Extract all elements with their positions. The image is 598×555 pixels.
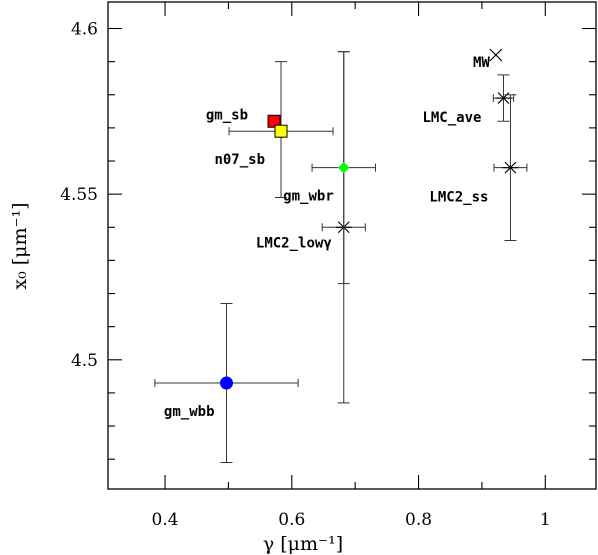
circle-marker [220, 376, 234, 390]
x-axis-label: γ [μm⁻¹] [263, 533, 343, 555]
x-tick-label: 1 [540, 510, 551, 530]
point-label: LMC2_lowγ [256, 235, 332, 251]
plot-frame [107, 1, 597, 490]
point-label: MW [473, 55, 490, 71]
point-label: LMC_ave [422, 110, 481, 126]
y-tick-label: 4.6 [71, 20, 98, 40]
y-tick-label: 4.5 [71, 351, 98, 371]
point-label: LMC2_ss [429, 190, 488, 206]
data-point [493, 94, 528, 242]
point-labels: MW LMC_ave LMC2_ss LMC2_lowγ gm_sb n07_sb gm_w… [164, 55, 490, 420]
point-label: gm_sb [206, 107, 248, 123]
x-marker [489, 48, 503, 62]
x-tick-label: 0.8 [405, 510, 432, 530]
x-tick-label: 0.6 [278, 510, 305, 530]
point-label: gm_wbb [164, 404, 215, 420]
data-point [154, 302, 299, 463]
data-point [311, 51, 376, 285]
square-marker [267, 114, 281, 128]
data-point [489, 48, 503, 62]
data-points [154, 48, 528, 463]
axes: 0.4 0.6 0.8 1 4.5 4.55 4.6 [60, 2, 596, 530]
y-axis-label: x₀ [μm⁻¹] [9, 202, 31, 289]
point-label: gm_wbr [283, 189, 334, 205]
diamond-marker [338, 161, 350, 174]
y-tick-label: 4.55 [60, 185, 98, 205]
x-tick-label: 0.4 [152, 510, 179, 530]
data-point [228, 61, 334, 198]
data-point [267, 114, 281, 128]
point-label: n07_sb [214, 152, 265, 168]
asterisk-marker [504, 161, 517, 174]
square-marker [274, 124, 288, 138]
